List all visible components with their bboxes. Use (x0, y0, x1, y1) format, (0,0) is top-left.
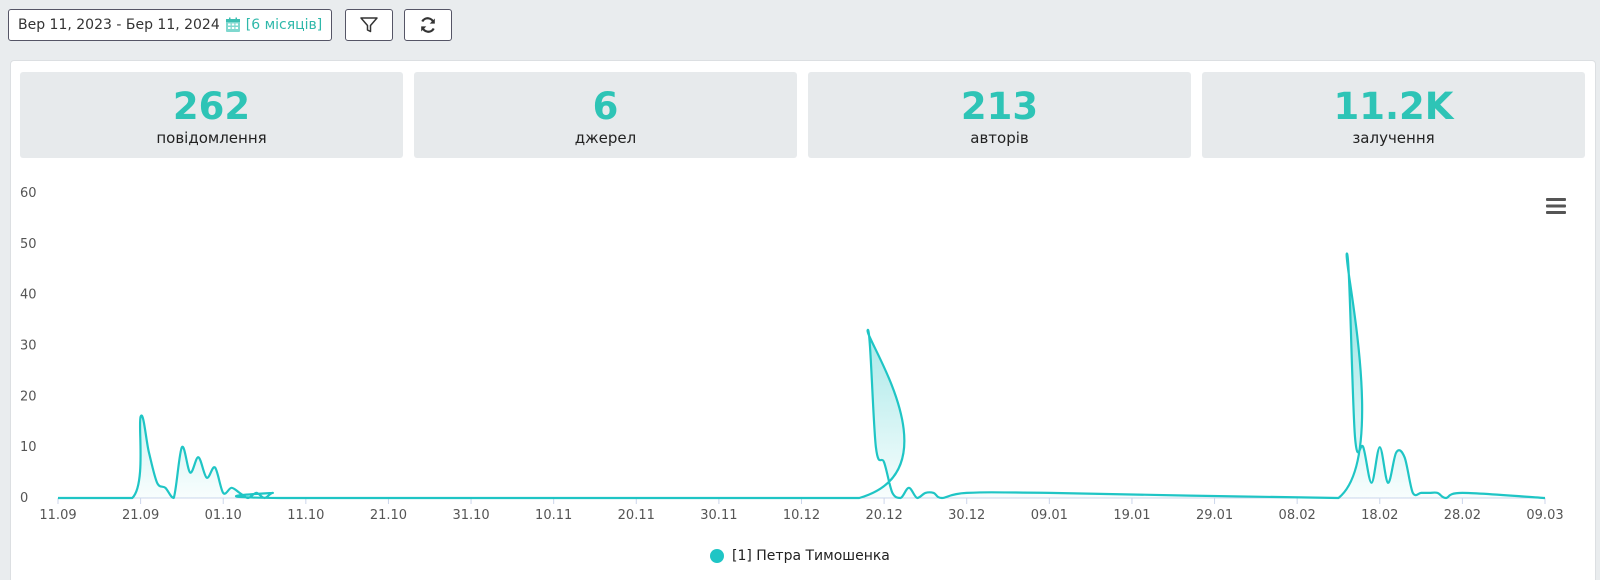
x-tick-label: 30.11 (700, 508, 737, 523)
refresh-button[interactable] (404, 9, 452, 41)
stat-value: 262 (172, 85, 251, 128)
x-tick-label: 11.10 (287, 508, 324, 523)
x-tick-label: 19.01 (1113, 508, 1150, 523)
x-tick-label: 09.03 (1526, 508, 1563, 523)
filter-icon (360, 17, 378, 33)
date-period-label: [6 місяців] (245, 17, 323, 33)
y-tick-label: 0 (20, 491, 28, 506)
y-tick-label: 20 (20, 389, 37, 404)
legend-label: [1] Петра Тимошенка (732, 548, 890, 564)
refresh-icon (421, 17, 435, 33)
x-tick-label: 10.11 (535, 508, 572, 523)
chart-legend-item[interactable]: [1] Петра Тимошенка (710, 548, 890, 564)
x-tick-label: 09.01 (1031, 508, 1068, 523)
dashboard-panel: 262 повідомлення 6 джерел 213 авторів 11… (10, 60, 1596, 580)
legend-marker (710, 549, 724, 563)
stat-card-engagement: 11.2K залучення (1202, 72, 1585, 158)
stat-label: авторів (970, 129, 1029, 147)
x-tick-label: 20.11 (618, 508, 655, 523)
calendar-icon (225, 17, 240, 32)
stat-value: 11.2K (1333, 85, 1454, 128)
stat-card-sources: 6 джерел (414, 72, 797, 158)
series-line[interactable] (58, 252, 1546, 500)
x-tick-label: 29.01 (1196, 508, 1233, 523)
x-axis: 11.09 21.09 01.10 11.10 21.10 31.10 10.11 20.11… (39, 497, 1564, 523)
stat-value: 6 (592, 85, 619, 128)
date-range-text: Вер 11, 2023 - Бер 11, 2024 (18, 17, 220, 33)
x-tick-label: 08.02 (1279, 508, 1316, 523)
hamburger-menu-icon[interactable] (1544, 196, 1568, 216)
y-tick-label: 60 (20, 186, 37, 201)
y-tick-label: 30 (20, 339, 37, 354)
toolbar: Вер 11, 2023 - Бер 11, 2024 [6 місяців] (0, 0, 1600, 50)
x-tick-label: 18.02 (1361, 508, 1398, 523)
stat-value: 213 (960, 85, 1039, 128)
y-tick-label: 50 (20, 237, 37, 252)
y-tick-label: 40 (20, 288, 37, 303)
x-tick-label: 11.09 (39, 508, 76, 523)
stat-label: залучення (1352, 129, 1435, 147)
x-tick-label: 20.12 (866, 508, 903, 523)
x-tick-label: 21.10 (370, 508, 407, 523)
x-tick-label: 01.10 (205, 508, 242, 523)
x-tick-label: 31.10 (452, 508, 489, 523)
x-tick-label: 21.09 (122, 508, 159, 523)
date-range-picker[interactable]: Вер 11, 2023 - Бер 11, 2024 [6 місяців] (8, 9, 333, 41)
series-points (130, 252, 1464, 500)
stat-card-authors: 213 авторів (808, 72, 1191, 158)
y-axis: 0 10 20 30 40 50 60 (20, 186, 37, 506)
x-tick-label: 28.02 (1444, 508, 1481, 523)
x-tick-label: 10.12 (783, 508, 820, 523)
filter-button[interactable] (345, 9, 393, 41)
x-tick-label: 30.12 (948, 508, 985, 523)
stat-label: повідомлення (156, 129, 267, 147)
stat-card-messages: 262 повідомлення (20, 72, 403, 158)
series-area (58, 253, 1545, 498)
y-tick-label: 10 (20, 440, 37, 455)
stat-label: джерел (574, 129, 637, 147)
